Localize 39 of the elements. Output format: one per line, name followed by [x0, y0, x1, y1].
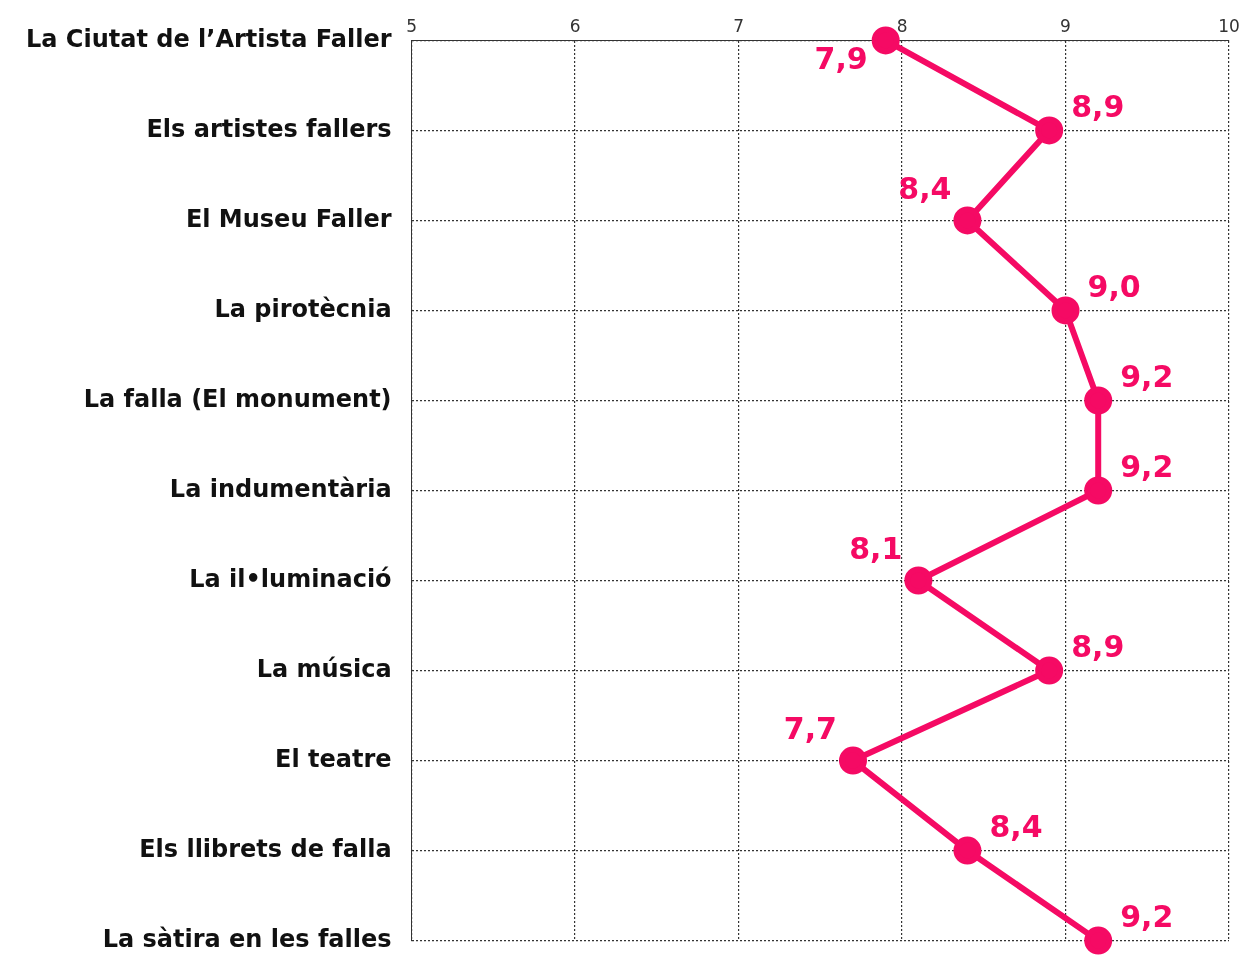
point	[953, 206, 982, 235]
y-tick-label: La indumentària	[169, 474, 392, 503]
x-tick-label: 10	[1218, 15, 1240, 36]
data-label: 8,4	[989, 809, 1043, 845]
y-tick-label: Els llibrets de falla	[139, 834, 392, 863]
point	[871, 26, 900, 55]
data-label: 8,4	[898, 171, 952, 207]
point	[953, 836, 982, 865]
y-tick-label: La sàtira en les falles	[102, 924, 392, 953]
point	[1035, 116, 1064, 145]
point	[1051, 296, 1080, 325]
data-label: 9,2	[1120, 359, 1174, 395]
point	[838, 746, 867, 775]
x-tick-label: 9	[1060, 15, 1071, 36]
x-tick-label: 7	[733, 15, 744, 36]
y-tick-label: La Ciutat de l’Artista Faller	[26, 24, 392, 53]
data-label: 9,2	[1120, 449, 1174, 485]
point	[1035, 656, 1064, 685]
data-label: 8,9	[1071, 629, 1125, 665]
x-tick-label: 6	[569, 15, 581, 36]
x-tick-label: 8	[896, 15, 908, 36]
y-tick-label: El teatre	[275, 744, 392, 773]
point	[1084, 476, 1113, 505]
y-tick-label: La il•luminació	[189, 564, 392, 593]
data-label: 8,9	[1071, 89, 1125, 125]
x-tick-label: 5	[406, 15, 417, 36]
data-label: 9,0	[1087, 269, 1141, 305]
data-label: 7,9	[814, 41, 868, 77]
point	[1084, 386, 1113, 415]
y-tick-label: La pirotècnia	[214, 294, 392, 323]
point	[1084, 926, 1113, 955]
y-tick-label: La música	[256, 654, 392, 683]
y-tick-label: La falla (El monument)	[83, 384, 392, 413]
y-tick-label: El Museu Faller	[185, 204, 392, 233]
point	[904, 566, 933, 595]
y-tick-label: Els artistes fallers	[146, 114, 392, 143]
data-label: 8,1	[849, 531, 903, 567]
data-label: 9,2	[1120, 899, 1174, 935]
data-label: 7,7	[783, 711, 837, 747]
